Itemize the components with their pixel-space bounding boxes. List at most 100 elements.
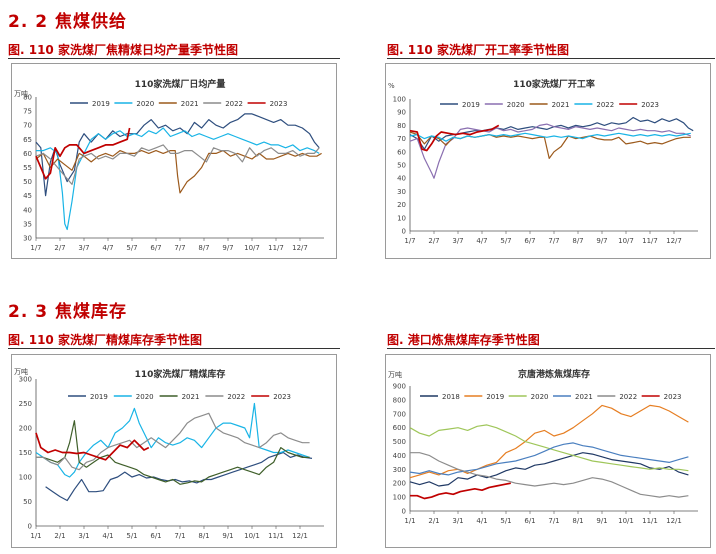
caption-washery-inventory: 图. 110 家洗煤厂精煤库存季节性图: [8, 333, 202, 347]
chart-panel-output: 110家洗煤厂日均产量 万吨 2019 2020 2021 2022 2023 30 35 40 4…: [11, 63, 337, 259]
legend-label-2022: 2022: [227, 393, 245, 401]
y-tick-label: 60: [23, 150, 32, 158]
legend-label-2022: 2022: [596, 101, 614, 109]
legend-label-2022: 2022: [225, 100, 243, 108]
x-tick-label: 7/1: [548, 517, 559, 525]
chart-title: 110家洗煤厂开工率: [513, 78, 595, 90]
chart-title: 110家洗煤厂日均产量: [135, 78, 226, 90]
x-tick-label: 11/1: [268, 532, 284, 540]
chart-panel-port-inventory: 京唐港炼焦煤库存 万吨 2018 2019 2020 2021 2022 2023 0 100 20…: [385, 354, 711, 548]
series-line-2019: [45, 451, 313, 502]
y-tick-label: 55: [23, 164, 32, 172]
y-tick-label: 200: [19, 425, 32, 433]
legend-label-2021: 2021: [575, 393, 593, 401]
x-tick-label: 5/1: [126, 532, 137, 540]
series-line-2020: [36, 127, 320, 231]
y-tick-label: 35: [23, 220, 32, 228]
y-tick-label: 90: [397, 109, 406, 117]
chart-panel-washery-inventory: 110家洗煤厂精煤库存 万吨 2019 2020 2021 2022 2023 0 50 100 1…: [11, 354, 337, 548]
x-tick-label: 4/1: [102, 532, 113, 540]
legend-label-2019: 2019: [90, 393, 108, 401]
legend-label-2020: 2020: [136, 100, 154, 108]
x-tick-label: 3/7: [452, 237, 463, 245]
x-tick-label: 4/7: [102, 244, 113, 252]
caption-output: 图. 110 家洗煤厂焦精煤日均产量季节性图: [8, 43, 238, 57]
caption-port-inventory: 图. 港口炼焦煤库存季节性图: [387, 333, 540, 347]
x-tick-label: 10/7: [618, 237, 634, 245]
series-line-2018: [409, 452, 689, 487]
y-tick-label: 40: [23, 206, 32, 214]
x-tick-label: 9/7: [222, 244, 233, 252]
legend-label-2019: 2019: [92, 100, 110, 108]
caption-utilization: 图. 110 家洗煤厂开工率季节性图: [387, 43, 569, 57]
x-tick-label: 9/7: [596, 237, 607, 245]
series-line-2022: [35, 144, 320, 186]
y-tick-label: 100: [19, 474, 32, 482]
x-tick-label: 10/1: [244, 532, 260, 540]
x-tick-label: 7/7: [174, 244, 185, 252]
x-tick-label: 1/1: [404, 517, 415, 525]
x-tick-label: 1/1: [30, 532, 41, 540]
x-tick-label: 8/1: [198, 532, 209, 540]
legend-label-2020: 2020: [136, 393, 154, 401]
legend-label-2021: 2021: [182, 393, 200, 401]
x-tick-label: 12/7: [292, 244, 308, 252]
series-line-2022: [36, 412, 310, 471]
x-tick-label: 2/1: [428, 517, 439, 525]
legend-label-2023: 2023: [641, 101, 659, 109]
x-tick-label: 3/7: [78, 244, 89, 252]
x-tick-label: 11/7: [268, 244, 284, 252]
x-tick-label: 8/1: [572, 517, 583, 525]
caption-rule: [387, 58, 715, 59]
y-tick-label: 65: [23, 136, 32, 144]
x-tick-label: 8/7: [198, 244, 209, 252]
y-axis-unit: 万吨: [388, 370, 402, 379]
y-tick-label: 150: [19, 449, 32, 457]
y-tick-label: 300: [19, 376, 32, 384]
y-tick-label: 40: [397, 175, 406, 183]
legend-label-2022: 2022: [619, 393, 637, 401]
y-tick-label: 900: [393, 383, 406, 391]
series-line-2021: [35, 149, 322, 194]
series-line-2022: [410, 452, 689, 498]
caption-rule: [8, 58, 340, 59]
legend-label-2021: 2021: [552, 101, 570, 109]
x-tick-label: 10/7: [244, 244, 260, 252]
y-tick-label: 80: [23, 94, 32, 102]
x-tick-label: 3/1: [78, 532, 89, 540]
y-tick-label: 500: [393, 438, 406, 446]
y-tick-label: 0: [402, 228, 406, 236]
x-tick-label: 12/1: [666, 517, 682, 525]
series-line-2023: [409, 124, 500, 152]
x-tick-label: 10/1: [618, 517, 634, 525]
legend-label-2023: 2023: [273, 393, 291, 401]
chart-panel-utilization: 110家洗煤厂开工率% 2019 2020 2021 2022 2023 0 10 20 30 40…: [385, 63, 711, 259]
x-tick-label: 1/7: [404, 237, 415, 245]
y-tick-label: 70: [397, 135, 406, 143]
legend-label-2019: 2019: [462, 101, 480, 109]
series-line-2020: [409, 123, 692, 179]
x-tick-label: 6/7: [524, 237, 535, 245]
x-tick-label: 9/1: [222, 532, 233, 540]
y-tick-label: 75: [23, 108, 32, 116]
y-tick-label: 100: [393, 96, 406, 104]
x-tick-label: 5/7: [500, 237, 511, 245]
y-tick-label: 400: [393, 452, 406, 460]
legend-label-2023: 2023: [664, 393, 682, 401]
series-line-2022: [409, 132, 691, 142]
y-tick-label: 0: [402, 508, 406, 516]
y-tick-label: 10: [397, 214, 406, 222]
x-tick-label: 4/7: [476, 237, 487, 245]
x-tick-label: 6/7: [150, 244, 161, 252]
y-tick-label: 30: [397, 188, 406, 196]
series-line-2021: [409, 442, 689, 476]
x-tick-label: 9/1: [596, 517, 607, 525]
legend-label-2021: 2021: [181, 100, 199, 108]
x-tick-label: 6/1: [150, 532, 161, 540]
y-tick-label: 200: [393, 480, 406, 488]
chart-title: 京唐港炼焦煤库存: [518, 368, 590, 380]
series-line-2019: [409, 404, 689, 479]
x-tick-label: 6/1: [524, 517, 535, 525]
series-line-2023: [35, 127, 131, 180]
y-tick-label: 700: [393, 410, 406, 418]
